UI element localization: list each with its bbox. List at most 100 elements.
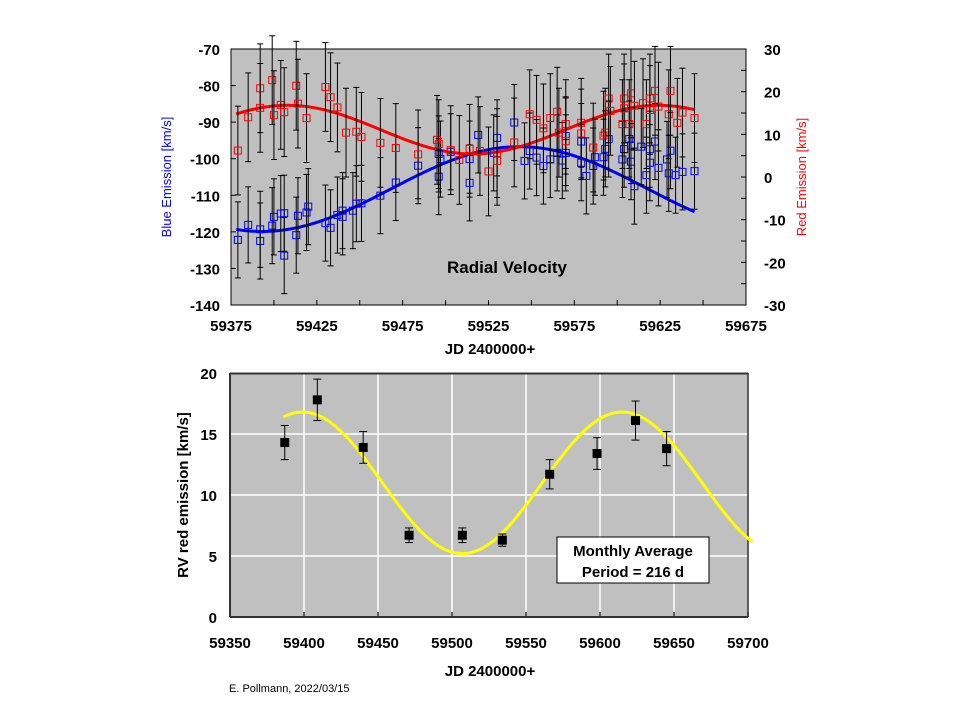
red-emission-point	[342, 87, 351, 178]
red-fit-curve	[235, 103, 695, 156]
open-square-marker	[654, 163, 663, 172]
open-square-marker	[525, 110, 534, 119]
red-emission-point	[434, 99, 443, 190]
open-square-marker	[326, 93, 335, 102]
open-square-marker	[690, 114, 699, 123]
red-emission-point	[577, 88, 586, 179]
open-square-marker	[455, 155, 464, 164]
radial-velocity-chart: 59375 59425 59475 59525 59575 59625 59675 -70-…	[159, 35, 809, 358]
yellow-fit-curve	[282, 410, 754, 556]
open-square-marker	[546, 114, 555, 123]
y-right-tick-label: -20	[764, 255, 786, 272]
open-square-marker	[554, 128, 563, 137]
open-square-marker	[233, 146, 242, 155]
open-square-marker	[510, 138, 519, 147]
y-tick-label: 5	[209, 549, 217, 566]
open-square-marker	[280, 108, 289, 117]
filled-square-marker	[592, 449, 602, 459]
filled-square-marker	[358, 442, 368, 452]
blue-emission-point	[326, 189, 335, 267]
open-square-marker	[302, 114, 311, 123]
y-tick-label: 15	[200, 427, 217, 444]
open-square-marker	[673, 118, 682, 127]
red-emission-point	[561, 96, 570, 187]
bottom-x-axis-title: JD 2400000+	[445, 663, 536, 680]
bottom-y-axis-title: RV red emission [km/s]	[175, 412, 192, 578]
monthly-average-point	[358, 431, 368, 464]
x-tick-label: 59600	[579, 635, 621, 652]
y-tick-label: 20	[200, 366, 217, 383]
bottom-x-tick-labels: 59350 59400 59450 59500 59550 59600 59650 59700	[209, 635, 769, 652]
y-right-tick-label: 10	[764, 127, 781, 144]
red-emission-point	[293, 58, 302, 149]
open-square-marker	[475, 146, 484, 155]
open-square-marker	[280, 209, 289, 218]
red-emission-point	[391, 103, 400, 193]
bottom-fit-curve	[282, 410, 754, 556]
open-square-marker	[465, 144, 474, 153]
x-tick-label: 59700	[727, 635, 769, 652]
annotation-line-2: Period = 216 d	[582, 564, 684, 581]
open-square-marker	[604, 94, 613, 103]
red-emission-point	[455, 115, 464, 205]
open-square-marker	[293, 99, 302, 108]
blue-emission-point	[304, 168, 313, 246]
open-square-marker	[678, 167, 687, 176]
top-y-right-tick-labels: 30 20 10 0 -10 -20 -30	[764, 42, 786, 315]
open-square-marker	[321, 219, 330, 228]
open-square-marker	[338, 206, 347, 215]
blue-emission-point	[293, 177, 302, 255]
open-square-marker	[690, 167, 699, 176]
open-square-marker	[292, 81, 301, 90]
red-emission-point	[475, 106, 484, 196]
top-plot-border	[230, 48, 747, 306]
y-right-tick-label: 30	[764, 42, 781, 59]
open-square-marker	[620, 104, 629, 113]
x-tick-label: 59575	[553, 318, 595, 335]
open-square-marker	[376, 138, 385, 147]
red-emission-point	[484, 126, 493, 217]
open-square-marker	[233, 235, 242, 244]
y-right-tick-label: -10	[764, 213, 786, 230]
open-square-marker	[666, 86, 675, 95]
open-square-marker	[304, 202, 313, 211]
red-emission-point	[645, 65, 654, 155]
bottom-y-tick-labels: 0 5 10 15 20	[200, 366, 217, 627]
red-emission-point	[414, 109, 423, 200]
blue-emission-point	[520, 122, 529, 200]
blue-emission-point	[338, 172, 347, 250]
blue-emission-point	[333, 176, 342, 254]
red-emission-point	[664, 69, 673, 160]
red-emission-point	[376, 97, 385, 188]
annotation-box-frame	[556, 536, 710, 584]
top-y-axis-title: Blue Emission [km/s]	[159, 117, 174, 238]
y-right-tick-label: -30	[764, 298, 786, 315]
x-tick-label: 59450	[357, 635, 399, 652]
open-square-marker	[484, 167, 493, 176]
red-emission-point	[269, 70, 278, 161]
y-tick-label: -120	[190, 225, 220, 242]
red-emission-point	[302, 73, 311, 163]
blue-fit-curve	[235, 145, 696, 233]
filled-square-marker	[631, 416, 641, 426]
red-emission-point	[357, 92, 366, 182]
top-x-tick-labels: 59375 59425 59475 59525 59575 59625 59675	[210, 318, 767, 335]
y-tick-label: -100	[190, 152, 220, 169]
top-data-points	[233, 35, 699, 295]
red-emission-point	[525, 69, 534, 160]
open-square-marker	[520, 156, 529, 165]
x-tick-label: 59675	[725, 318, 767, 335]
x-tick-label: 59625	[639, 318, 681, 335]
open-square-marker	[582, 171, 591, 180]
monthly-average-point	[592, 437, 602, 470]
blue-emission-point	[321, 184, 330, 262]
y-right-tick-label: 20	[764, 85, 781, 102]
monthly-average-point	[545, 459, 555, 490]
open-square-marker	[333, 103, 342, 112]
red-emission-point	[465, 103, 474, 194]
open-square-marker	[678, 108, 687, 117]
red-emission-point	[678, 67, 687, 158]
red-emission-point	[654, 61, 663, 152]
filled-square-marker	[457, 530, 467, 540]
open-square-marker	[599, 131, 608, 140]
